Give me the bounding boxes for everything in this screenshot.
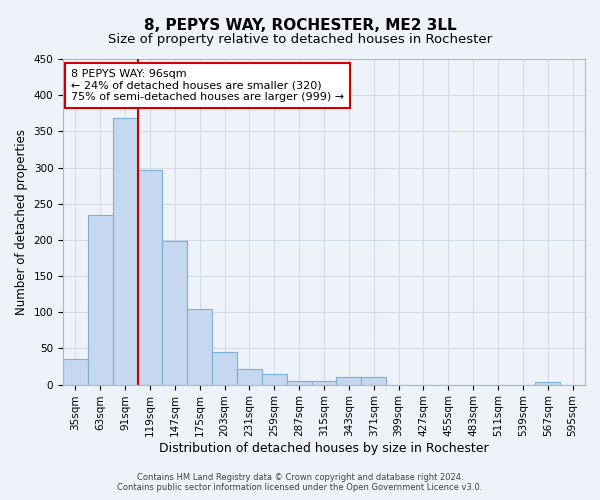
Y-axis label: Number of detached properties: Number of detached properties <box>15 129 28 315</box>
Bar <box>287 381 311 384</box>
Text: 8 PEPYS WAY: 96sqm
← 24% of detached houses are smaller (320)
75% of semi-detach: 8 PEPYS WAY: 96sqm ← 24% of detached hou… <box>71 69 344 102</box>
Bar <box>337 378 361 384</box>
Text: Contains HM Land Registry data © Crown copyright and database right 2024.
Contai: Contains HM Land Registry data © Crown c… <box>118 473 482 492</box>
Bar <box>237 368 262 384</box>
Bar <box>163 240 187 384</box>
Bar <box>212 352 237 384</box>
Bar <box>88 214 113 384</box>
Bar <box>535 382 560 384</box>
Bar <box>311 381 337 384</box>
Text: 8, PEPYS WAY, ROCHESTER, ME2 3LL: 8, PEPYS WAY, ROCHESTER, ME2 3LL <box>143 18 457 32</box>
Text: Size of property relative to detached houses in Rochester: Size of property relative to detached ho… <box>108 32 492 46</box>
Bar <box>113 118 137 384</box>
Bar <box>262 374 287 384</box>
Bar <box>63 360 88 384</box>
Bar <box>361 378 386 384</box>
Bar <box>187 308 212 384</box>
Bar <box>137 170 163 384</box>
X-axis label: Distribution of detached houses by size in Rochester: Distribution of detached houses by size … <box>159 442 489 455</box>
